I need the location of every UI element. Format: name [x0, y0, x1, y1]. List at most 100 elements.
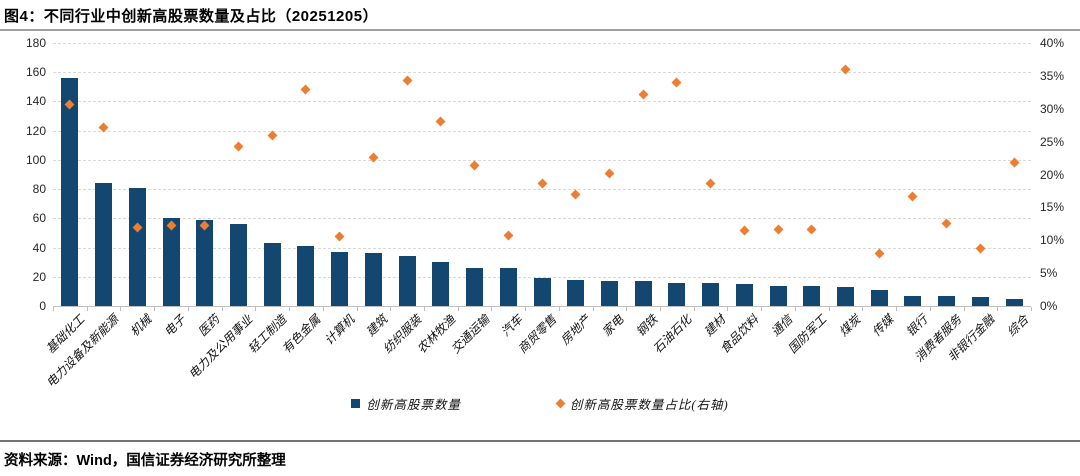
bar: [1005, 298, 1023, 306]
x-axis-tick: [693, 307, 695, 311]
x-axis-category-label: 通信: [768, 312, 796, 340]
chart-title: 图4：不同行业中创新高股票数量及占比（20251205）: [4, 8, 379, 25]
scatter-point: [975, 243, 986, 254]
y-axis-tick-label-right: 25%: [1040, 134, 1065, 149]
x-axis-tick: [626, 307, 628, 311]
y-axis-tick-label-right: 0%: [1040, 299, 1058, 313]
bar: [263, 243, 281, 306]
x-axis-category-label: 建材: [700, 312, 728, 340]
scatter-point: [570, 189, 581, 200]
bar: [196, 219, 214, 306]
bar: [466, 268, 484, 306]
scatter-series-swatch: [555, 398, 566, 409]
bar: [837, 287, 855, 306]
x-axis-category-label: 传媒: [869, 312, 897, 340]
y-axis-tick-label-left: 160: [25, 65, 46, 80]
bar: [162, 218, 180, 306]
bar: [668, 282, 686, 306]
x-axis-line: [53, 306, 1031, 307]
bar: [735, 284, 753, 306]
x-axis-tick: [727, 307, 729, 311]
y-axis-tick-label-right: 5%: [1040, 266, 1058, 281]
legend-label-count: 创新高股票数量: [366, 398, 461, 412]
bar: [600, 281, 618, 306]
bar: [634, 281, 652, 306]
bar: [971, 297, 989, 306]
x-axis-tick: [322, 307, 324, 311]
bar: [229, 224, 247, 306]
bar: [533, 278, 551, 306]
scatter-point: [773, 224, 784, 235]
scatter-point: [300, 84, 311, 94]
x-axis-category-label: 银行: [903, 312, 931, 340]
bar: [331, 251, 349, 306]
legend-item-pct: 创新高股票数量占比(右轴): [555, 394, 729, 413]
bar: [567, 279, 585, 306]
x-axis-tick: [154, 307, 156, 311]
x-axis-category-label: 电力及公用事业: [186, 312, 256, 382]
bar: [702, 282, 720, 306]
legend-item-count: 创新高股票数量: [351, 394, 461, 413]
x-axis-tick: [558, 307, 560, 311]
x-axis-tick: [457, 307, 459, 311]
scatter-point: [874, 248, 885, 259]
scatter-point: [806, 224, 817, 235]
scatter-point: [537, 178, 547, 188]
x-axis-tick: [525, 307, 527, 311]
bar-series-swatch: [351, 399, 361, 408]
gridline: [53, 43, 1031, 44]
x-axis-tick: [963, 307, 965, 311]
x-axis-category-label: 计算机: [321, 312, 357, 348]
scatter-point: [334, 232, 345, 242]
scatter-point: [908, 191, 918, 202]
bar: [938, 295, 956, 306]
bar: [364, 253, 382, 306]
gridline: [53, 72, 1031, 74]
x-axis-category-label: 综合: [1004, 312, 1032, 340]
y-axis-tick-label-left: 80: [32, 182, 46, 197]
scatter-point: [671, 77, 682, 88]
x-axis-tick: [289, 307, 291, 311]
scatter-point: [469, 160, 480, 171]
gridline: [53, 218, 1031, 220]
y-axis-tick-label-left: 180: [25, 36, 46, 50]
y-axis-tick-label-right: 20%: [1040, 167, 1065, 182]
chart-legend: 创新高股票数量 创新高股票数量占比(右轴): [0, 394, 1080, 413]
x-axis-tick: [660, 307, 662, 311]
x-axis-tick: [221, 307, 223, 311]
x-axis-category-label: 电子: [161, 312, 189, 340]
x-axis-category-label: 家电: [599, 312, 627, 340]
bar: [803, 285, 821, 306]
footer-divider: [0, 440, 1080, 442]
scatter-point: [233, 141, 244, 152]
scatter-point: [941, 218, 952, 229]
scatter-point: [503, 230, 514, 241]
x-axis-category-label: 建筑: [363, 312, 391, 340]
gridline: [53, 189, 1031, 191]
title-divider: [0, 29, 1080, 31]
legend-label-pct: 创新高股票数量占比(右轴): [569, 398, 729, 412]
x-axis-category-label: 房地产: [557, 312, 593, 348]
scatter-point: [435, 116, 446, 127]
bar: [499, 268, 517, 306]
y-axis-tick-label-left: 40: [32, 240, 46, 255]
x-axis-tick: [929, 307, 931, 311]
bar: [61, 78, 79, 306]
bar: [432, 262, 450, 306]
x-axis-tick: [423, 307, 425, 311]
x-axis-tick: [53, 307, 54, 311]
x-axis-tick: [592, 307, 594, 311]
scatter-point: [402, 75, 413, 86]
y-axis-tick-label-right: 10%: [1040, 233, 1065, 248]
gridline: [53, 247, 1031, 249]
x-axis-tick: [356, 307, 358, 311]
bar: [904, 295, 922, 306]
scatter-point: [638, 89, 649, 100]
x-axis-tick: [86, 307, 88, 311]
source-note: 资料来源：Wind，国信证券经济研究所整理: [4, 453, 286, 469]
x-axis-tick: [1031, 307, 1032, 311]
bar: [870, 289, 888, 306]
y-axis-tick-label-right: 30%: [1040, 101, 1065, 116]
x-axis-tick: [390, 307, 392, 311]
x-axis-category-label: 医药: [195, 312, 222, 340]
